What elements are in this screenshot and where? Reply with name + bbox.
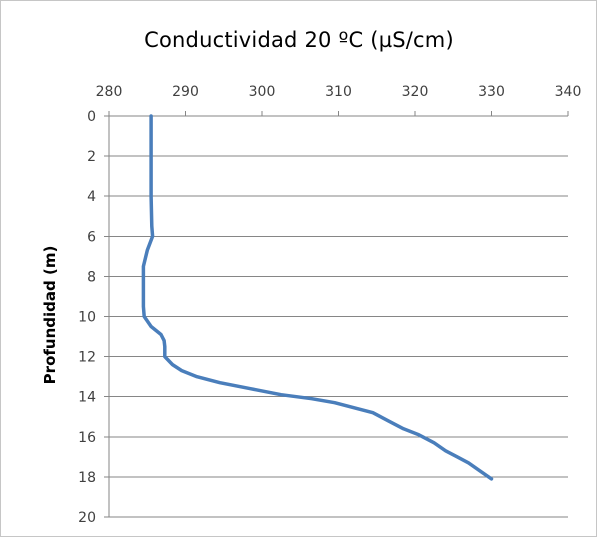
y-tick-label: 20	[78, 510, 96, 526]
y-tick-label: 16	[78, 430, 96, 446]
y-tick-label: 4	[87, 189, 96, 205]
y-tick-label: 2	[87, 149, 96, 165]
x-tick-label: 300	[249, 84, 276, 100]
x-tick-label: 330	[478, 84, 505, 100]
series-line	[141, 114, 494, 481]
x-tick-label: 340	[555, 84, 582, 100]
chart-title: Conductividad 20 ºC (µS/cm)	[144, 28, 454, 52]
y-tick-label: 10	[78, 310, 96, 326]
y-tick-label: 12	[78, 350, 96, 366]
y-tick-label: 14	[78, 390, 96, 406]
y-tick-label: 8	[87, 269, 96, 285]
x-tick-label: 280	[96, 84, 123, 100]
x-tick-label: 310	[325, 84, 352, 100]
x-tick-label: 320	[402, 84, 429, 100]
y-tick-label: 18	[78, 470, 96, 486]
y-tick-label: 0	[87, 109, 96, 125]
x-tick-label: 290	[172, 84, 199, 100]
y-tick-label: 6	[87, 229, 96, 245]
